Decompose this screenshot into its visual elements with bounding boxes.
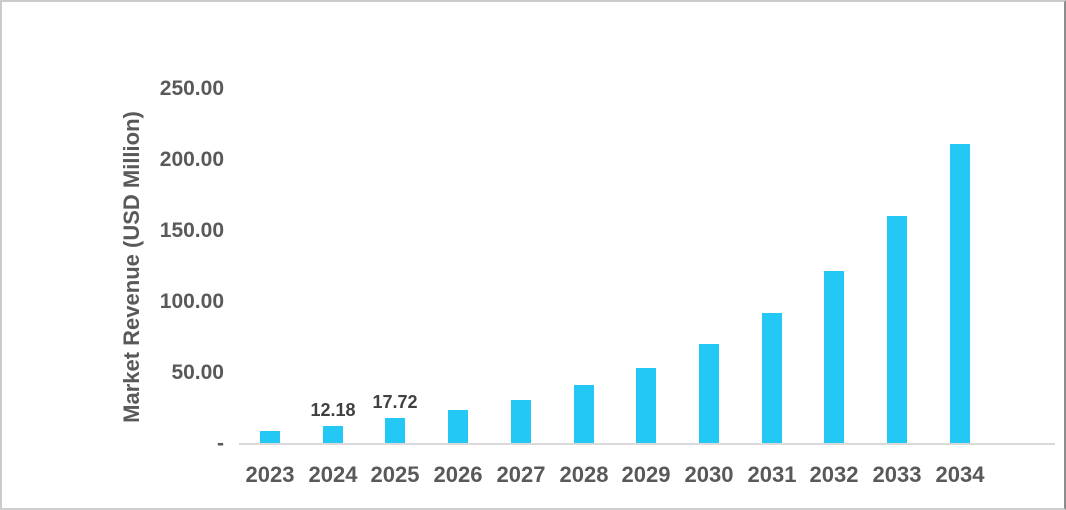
bar-2026 — [448, 410, 468, 443]
x-axis-line — [239, 443, 1055, 445]
x-axis-label-2023: 2023 — [245, 462, 295, 487]
x-axis-label-2034: 2034 — [935, 462, 985, 487]
y-axis-tick-150: 150.00 — [159, 219, 224, 242]
bar-2031 — [762, 313, 782, 443]
y-axis-tick-250: 250.00 — [159, 77, 224, 100]
data-label-2025: 17.72 — [372, 392, 418, 412]
bar-2023 — [260, 431, 280, 443]
x-axis-label-2033: 2033 — [872, 462, 922, 487]
x-axis-label-2031: 2031 — [747, 462, 797, 487]
data-label-2024: 12.18 — [310, 400, 356, 420]
bar-2025 — [385, 418, 405, 443]
y-axis-tick-100: 100.00 — [159, 290, 224, 313]
x-axis-label-2030: 2030 — [684, 462, 734, 487]
bar-2027 — [511, 400, 531, 443]
y-axis-tick-50: 50.00 — [171, 361, 224, 384]
bar-2030 — [699, 344, 719, 443]
x-axis-label-2032: 2032 — [809, 462, 859, 487]
x-axis-label-2024: 2024 — [308, 462, 358, 487]
x-axis-label-2026: 2026 — [433, 462, 483, 487]
bar-2032 — [824, 271, 844, 443]
x-axis-label-2025: 2025 — [370, 462, 420, 487]
bar-2033 — [887, 216, 907, 443]
bar-2024 — [323, 426, 343, 443]
x-axis-label-2028: 2028 — [559, 462, 609, 487]
y-axis-tick-200: 200.00 — [159, 148, 224, 171]
y-axis-tick-0: - — [217, 432, 224, 455]
bar-2028 — [574, 385, 594, 443]
x-axis-label-2029: 2029 — [621, 462, 671, 487]
bar-2034 — [950, 144, 970, 443]
bar-2029 — [636, 368, 656, 443]
x-axis-label-2027: 2027 — [496, 462, 546, 487]
